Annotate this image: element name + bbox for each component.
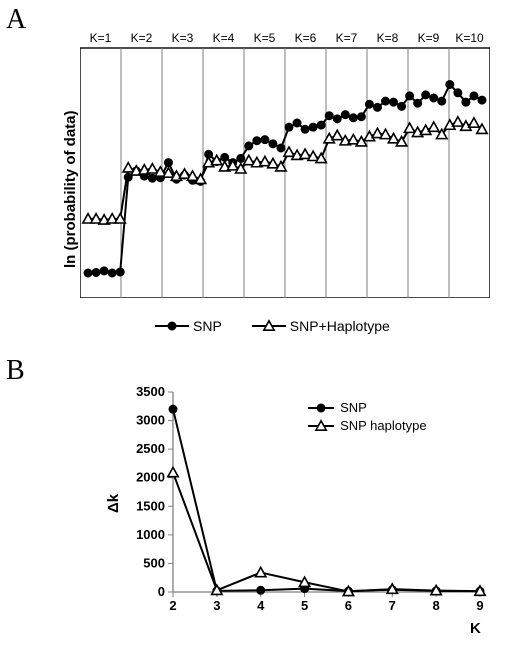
panel-b-chart: 0 500 1000 1500 2000 2500 3000 3500 2 3 4 5 6 7 8 9 SNP S…: [125, 382, 490, 620]
svg-text:9: 9: [476, 598, 483, 613]
svg-text:K=2: K=2: [131, 31, 153, 45]
svg-text:2500: 2500: [136, 441, 165, 456]
legend-item: SNP: [155, 318, 222, 334]
legend-label: SNP: [193, 318, 222, 334]
figure-container: A K=1 K=2 K=3 K=4 K=5 K=6 K=7 K=8 K=9 K=10 ln (pr…: [0, 0, 508, 645]
panel-a-ylabel: ln (probability of data): [62, 111, 79, 269]
svg-text:K=8: K=8: [377, 31, 399, 45]
panel-b-label: B: [6, 355, 25, 387]
svg-text:K=7: K=7: [336, 31, 358, 45]
svg-text:K=1: K=1: [90, 31, 112, 45]
legend-label: SNP+Haplotype: [290, 318, 390, 334]
svg-text:3: 3: [213, 598, 220, 613]
svg-text:SNP haplotype: SNP haplotype: [340, 418, 427, 433]
svg-text:K=9: K=9: [418, 31, 440, 45]
panel-a-legend: SNP SNP+Haplotype: [155, 318, 390, 334]
panel-a-chart: K=1 K=2 K=3 K=4 K=5 K=6 K=7 K=8 K=9 K=10: [80, 28, 490, 320]
svg-text:5: 5: [301, 598, 308, 613]
svg-text:K=4: K=4: [213, 31, 235, 45]
svg-text:SNP: SNP: [340, 400, 367, 415]
legend-item: SNP+Haplotype: [252, 318, 390, 334]
svg-text:K=3: K=3: [172, 31, 194, 45]
svg-text:1000: 1000: [136, 527, 165, 542]
svg-text:0: 0: [158, 584, 165, 599]
svg-text:3500: 3500: [136, 384, 165, 399]
svg-text:K=10: K=10: [455, 31, 484, 45]
panel-b-ylabel: Δk: [105, 494, 122, 513]
svg-text:6: 6: [345, 598, 352, 613]
svg-text:8: 8: [433, 598, 440, 613]
svg-text:3000: 3000: [136, 413, 165, 428]
svg-text:K=5: K=5: [254, 31, 276, 45]
panel-a-label: A: [6, 4, 26, 36]
svg-text:1500: 1500: [136, 498, 165, 513]
svg-text:4: 4: [257, 598, 265, 613]
panel-b-xlabel: K: [470, 620, 481, 637]
svg-text:500: 500: [143, 555, 165, 570]
svg-text:2000: 2000: [136, 470, 165, 485]
svg-text:2: 2: [169, 598, 176, 613]
svg-text:K=6: K=6: [295, 31, 317, 45]
svg-text:7: 7: [389, 598, 396, 613]
